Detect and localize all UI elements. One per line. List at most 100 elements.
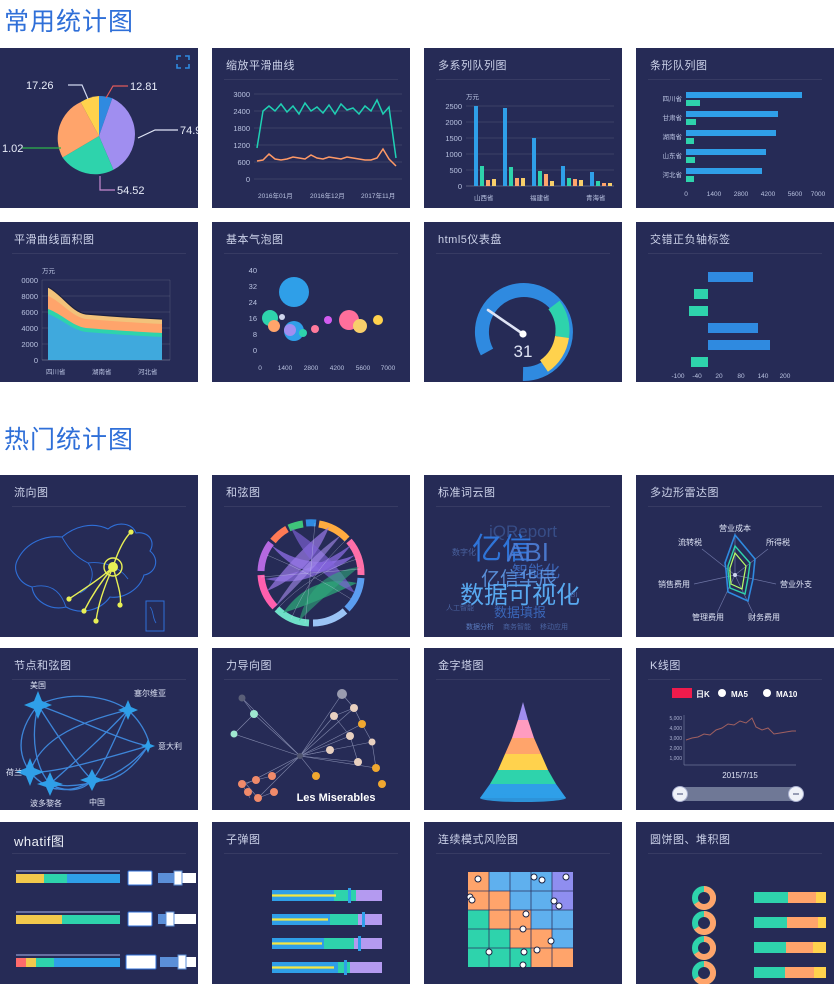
- card-title: 条形队列图: [650, 60, 708, 72]
- title-divider: [224, 679, 398, 680]
- card-title: 子弹图: [226, 834, 261, 846]
- y-tick: 6000: [21, 308, 38, 317]
- whatif-value-box[interactable]: [125, 954, 157, 970]
- card-title: 多系列队列图: [438, 60, 507, 72]
- card-title: K线图: [650, 660, 681, 672]
- card-title: 平滑曲线面积图: [14, 234, 95, 246]
- x-tick: 140: [758, 373, 769, 380]
- y-tick: 2500: [445, 102, 462, 111]
- card-radar[interactable]: 多边形雷达图 营业成本 所得税 营业外支 财务费用 管理费用: [636, 475, 834, 637]
- bar-chart: 万元 2500 2000 1500 1000 500 0: [445, 93, 614, 202]
- node-label: 塞尔维亚: [134, 688, 166, 698]
- x-tick: 四川省: [46, 367, 66, 376]
- y-tick: 32: [249, 282, 257, 291]
- card-smooth-zoom[interactable]: 缩放平滑曲线 3000 2400 1800 1200 600 0 2016年01…: [212, 48, 410, 208]
- y-tick: 1500: [445, 134, 462, 143]
- card-node-chord[interactable]: 节点和弦图: [0, 648, 198, 810]
- pie-label-1: 12.81: [130, 81, 158, 93]
- zoom-slider-track[interactable]: [678, 787, 798, 801]
- card-title: 缩放平滑曲线: [226, 60, 295, 72]
- y-tick: 2,000: [669, 746, 682, 752]
- card-bar-queue[interactable]: 条形队列图 四川省 甘肃省 湖南省 山东省 河北省 0 1400 2800 42…: [636, 48, 834, 208]
- title-divider: [648, 679, 822, 680]
- wordcloud-word: 移动应用: [540, 622, 568, 631]
- card-kline[interactable]: K线图 日K MA5 MA10 5,000 4,000 3,000 2,000 …: [636, 648, 834, 810]
- section-title-popular: 热门统计图: [4, 426, 135, 454]
- title-divider: [12, 506, 186, 507]
- whatif-slider-track[interactable]: [158, 914, 196, 924]
- x-tick: 山西省: [474, 193, 494, 202]
- y-tick: 0: [34, 356, 38, 365]
- card-smooth-area[interactable]: 平滑曲线面积图 万元 0000 8000 6000 4000 2000 0: [0, 222, 198, 382]
- x-tick: 200: [780, 373, 791, 380]
- radar-chart: 营业成本 所得税 营业外支 财务费用 管理费用 销售费用 流转税: [658, 523, 812, 622]
- card-wordcloud[interactable]: 标准词云图 iQReport 亿信 ABI 数字化 智能化 亿信华辰 数据可视化…: [424, 475, 622, 637]
- title-divider: [12, 253, 186, 254]
- y-tick: 40: [249, 266, 257, 275]
- donut-stack-row: [692, 935, 826, 960]
- bullet-chart: [272, 888, 382, 975]
- whatif-value-box[interactable]: [127, 870, 153, 886]
- radar-axis-label: 销售费用: [658, 579, 690, 589]
- expand-icon[interactable]: [176, 55, 190, 69]
- title-divider: [436, 253, 610, 254]
- x-tick: 1400: [278, 365, 293, 372]
- title-divider: [648, 253, 822, 254]
- node-label: 波多黎各: [30, 798, 62, 808]
- y-tick: 0: [458, 182, 462, 191]
- card-gauge[interactable]: html5仪表盘 31: [424, 222, 622, 382]
- card-chord[interactable]: 和弦图: [212, 475, 410, 637]
- card-force-directed[interactable]: 力导向图: [212, 648, 410, 810]
- pie-chart: 12.81 74.9 54.52 1.02 17.26: [2, 80, 198, 197]
- card-pie[interactable]: 12.81 74.9 54.52 1.02 17.26: [0, 48, 198, 208]
- card-flow-map[interactable]: 流向图: [0, 475, 198, 637]
- y-tick: 1,000: [669, 756, 682, 762]
- y-tick: 河北省: [663, 170, 683, 179]
- whatif-slider-handle[interactable]: [173, 870, 183, 886]
- unit-label: 万元: [466, 93, 480, 101]
- card-pyramid[interactable]: 金字塔图: [424, 648, 622, 810]
- y-tick: 1800: [233, 124, 250, 133]
- x-tick: 2016年01月: [258, 191, 293, 200]
- y-tick: 0000: [21, 276, 38, 285]
- gauge-chart: 31: [474, 283, 573, 382]
- bullet-row: [272, 888, 382, 903]
- whatif-slider-handle[interactable]: [165, 911, 175, 927]
- y-tick: 3000: [233, 90, 250, 99]
- card-multi-series-bar[interactable]: 多系列队列图 万元 2500 2000 1500 1000 500 0: [424, 48, 622, 208]
- donut-stack-row: [692, 885, 826, 910]
- bubbles: [262, 277, 383, 341]
- whatif-row: [16, 954, 196, 970]
- card-title: 节点和弦图: [14, 660, 72, 672]
- whatif-slider-handle[interactable]: [177, 954, 187, 970]
- y-tick: 500: [449, 166, 462, 175]
- y-tick: 0: [253, 346, 257, 355]
- card-donut-stack[interactable]: 圆饼图、堆积图: [636, 822, 834, 984]
- y-tick: 0: [246, 175, 250, 184]
- radar-axis-label: 营业外支: [780, 579, 812, 589]
- whatif-value-box[interactable]: [127, 911, 153, 927]
- y-tick: 4,000: [669, 726, 682, 732]
- wordcloud-word: ABI: [507, 537, 549, 567]
- pie-label-4: 1.02: [2, 143, 23, 155]
- x-tick: 7000: [381, 365, 396, 372]
- title-divider: [436, 79, 610, 80]
- card-title: 力导向图: [226, 660, 272, 672]
- card-bullet[interactable]: 子弹图: [212, 822, 410, 984]
- card-title: 交错正负轴标签: [650, 234, 731, 246]
- whatif-chart: [16, 870, 196, 970]
- card-risk-matrix[interactable]: 连续模式风险图: [424, 822, 622, 984]
- y-tick: 3,000: [669, 736, 682, 742]
- card-bubble[interactable]: 基本气泡图 40 32 24 16 8 0 0: [212, 222, 410, 382]
- pie-label-2: 74.9: [180, 125, 198, 137]
- flow-endpoints: [66, 529, 134, 624]
- legend-swatch-k: [672, 688, 692, 698]
- card-diverging-axis[interactable]: 交错正负轴标签 -100 -40 20 80 140 200: [636, 222, 834, 382]
- wordcloud-word: 数字化: [452, 547, 476, 557]
- wordcloud-word: iQReport: [489, 522, 557, 541]
- x-tick: 7000: [811, 191, 826, 198]
- card-whatif[interactable]: whatif图: [0, 822, 198, 984]
- y-tick: 8: [253, 330, 257, 339]
- wordcloud-word: 亿信: [472, 533, 532, 566]
